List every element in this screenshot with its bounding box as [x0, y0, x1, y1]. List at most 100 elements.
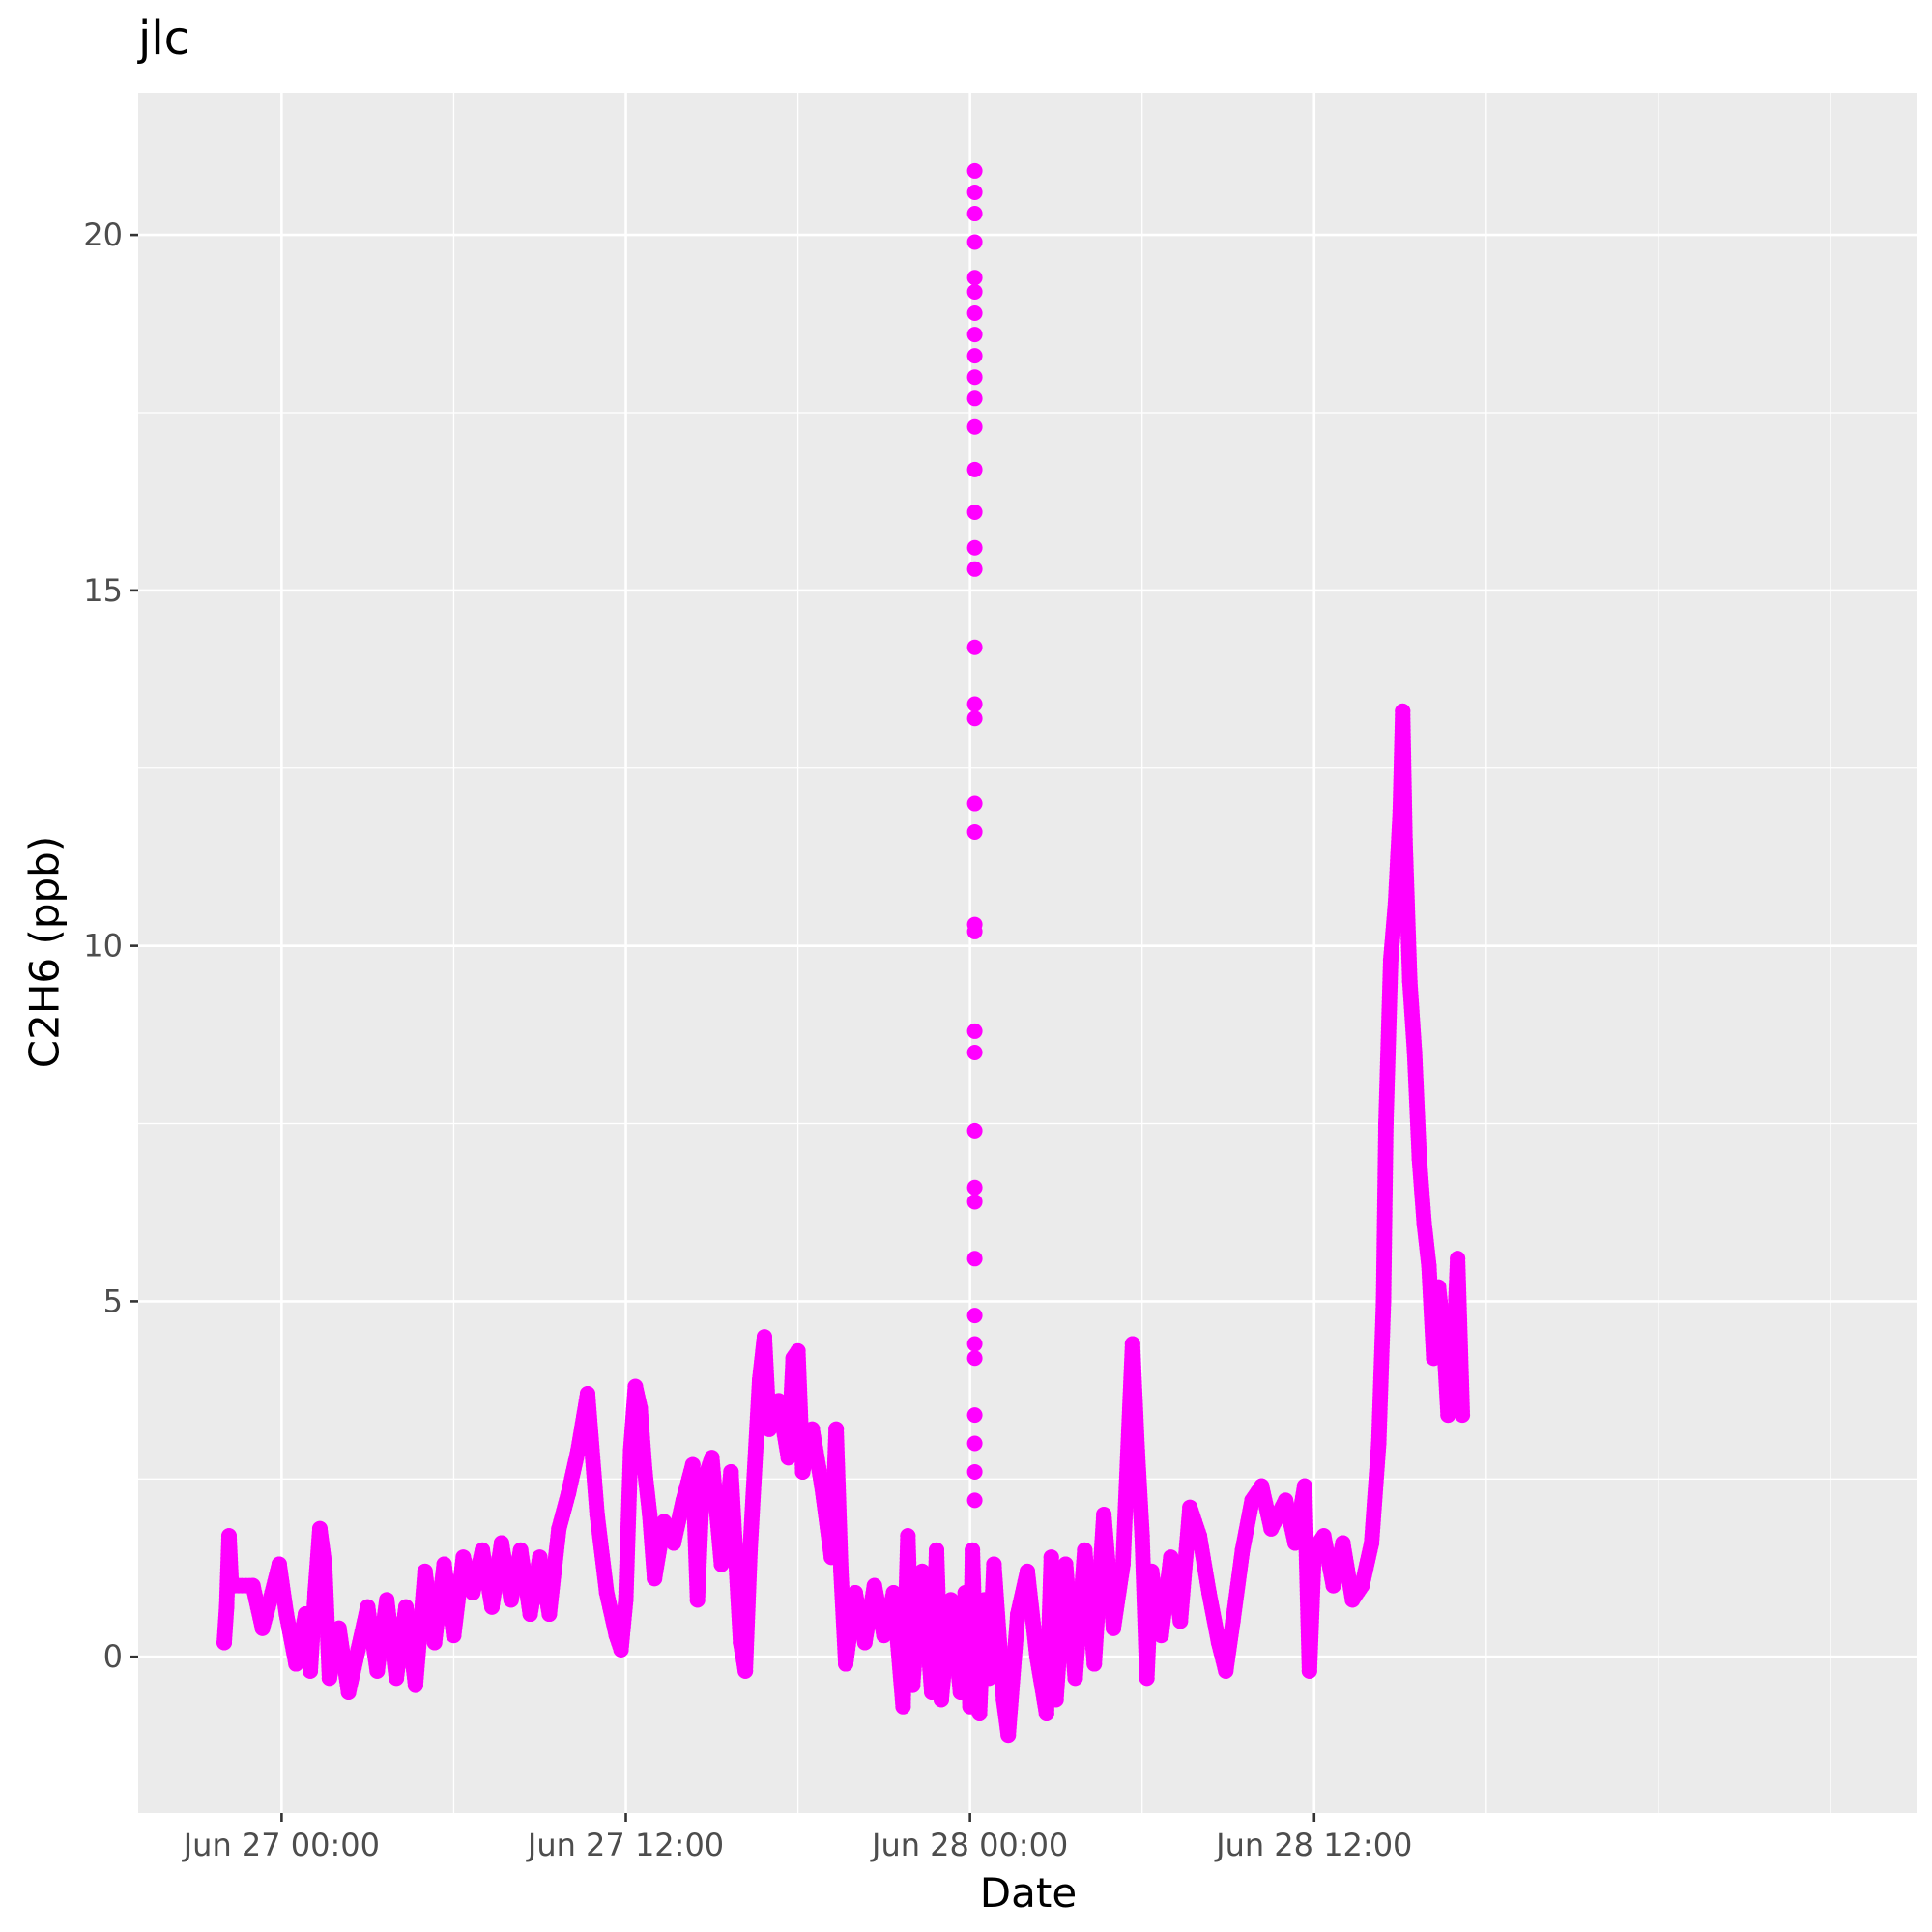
data-point	[1077, 1542, 1093, 1558]
data-point	[1306, 1542, 1322, 1558]
data-point	[966, 639, 983, 655]
data-point	[957, 1584, 973, 1600]
data-point	[966, 1194, 983, 1210]
data-point	[966, 162, 983, 179]
x-tick-label: Jun 27 12:00	[526, 1827, 724, 1863]
data-point	[1286, 1535, 1303, 1551]
data-point	[966, 1122, 983, 1139]
data-point	[632, 1399, 649, 1416]
data-point	[1038, 1706, 1054, 1722]
data-point	[303, 1662, 319, 1679]
data-point	[622, 1442, 639, 1458]
data-point	[1210, 1634, 1226, 1651]
data-point	[1244, 1492, 1260, 1509]
data-point	[1411, 1151, 1427, 1168]
data-point	[914, 1563, 931, 1579]
data-point	[966, 418, 983, 435]
data-point	[966, 1251, 983, 1267]
data-point	[288, 1656, 304, 1672]
data-point	[790, 1342, 806, 1359]
data-point	[1225, 1613, 1241, 1629]
data-point	[307, 1584, 324, 1600]
data-point	[737, 1662, 754, 1679]
data-point	[1067, 1670, 1083, 1687]
data-point	[589, 1507, 605, 1523]
data-point	[1153, 1628, 1169, 1644]
data-point	[966, 1350, 983, 1367]
grid-minor	[138, 93, 1917, 1813]
data-point	[965, 1542, 981, 1558]
data-point	[220, 1528, 237, 1544]
y-tick-label: 5	[103, 1283, 123, 1319]
data-point	[647, 1571, 663, 1587]
data-point	[966, 348, 983, 364]
data-point	[684, 1456, 701, 1473]
data-point	[1354, 1577, 1370, 1594]
data-point	[1028, 1649, 1045, 1665]
data-point	[522, 1606, 538, 1623]
data-point	[512, 1542, 529, 1558]
data-point	[1421, 1257, 1437, 1274]
data-point	[966, 1308, 983, 1324]
data-point	[1192, 1528, 1208, 1544]
data-point	[1406, 1044, 1423, 1060]
data-point	[966, 206, 983, 222]
data-point	[876, 1628, 892, 1644]
data-point	[1043, 1549, 1059, 1566]
data-point	[1020, 1563, 1035, 1579]
data-point	[579, 1386, 595, 1402]
data-point	[966, 1336, 983, 1352]
data-point	[637, 1463, 653, 1480]
data-point	[1370, 1435, 1387, 1452]
data-point	[1445, 1364, 1461, 1380]
data-point	[966, 1023, 983, 1039]
data-point	[642, 1507, 658, 1523]
data-point	[1263, 1520, 1280, 1537]
data-point	[986, 1556, 1002, 1572]
data-point	[976, 1592, 993, 1608]
data-point	[966, 1179, 983, 1196]
chart-title: jlc	[138, 12, 190, 66]
data-point	[570, 1442, 587, 1458]
y-tick-label: 20	[83, 216, 123, 253]
data-point	[331, 1620, 347, 1636]
data-point	[780, 1450, 796, 1466]
data-point	[1129, 1442, 1145, 1458]
data-point	[966, 461, 983, 477]
data-point	[245, 1577, 261, 1594]
data-point	[426, 1634, 443, 1651]
x-axis-title: Date	[979, 1869, 1078, 1917]
data-point	[608, 1628, 624, 1644]
data-point	[1426, 1350, 1442, 1367]
data-point	[350, 1641, 366, 1658]
data-point	[847, 1584, 863, 1600]
data-point	[823, 1549, 840, 1566]
data-point	[321, 1670, 337, 1687]
data-point	[966, 539, 983, 556]
data-point	[966, 184, 983, 200]
data-point	[379, 1592, 395, 1608]
data-point	[761, 1421, 777, 1437]
data-point	[1163, 1549, 1179, 1566]
data-point	[1395, 703, 1411, 719]
data-point	[929, 1542, 945, 1558]
data-point	[1416, 1215, 1432, 1231]
data-point	[756, 1329, 772, 1345]
data-point	[613, 1641, 629, 1658]
data-point	[828, 1421, 845, 1437]
x-tick-label: Jun 28 12:00	[1214, 1827, 1412, 1863]
data-point	[1301, 1662, 1317, 1679]
data-point	[770, 1393, 787, 1409]
data-point	[966, 561, 983, 577]
data-point	[966, 1492, 983, 1509]
data-point	[1364, 1535, 1380, 1551]
data-point	[1086, 1656, 1103, 1672]
data-point	[1278, 1492, 1294, 1509]
data-point	[493, 1535, 509, 1551]
plot-panel	[138, 93, 1917, 1813]
data-point	[694, 1478, 710, 1494]
data-point	[966, 369, 983, 386]
data-point	[866, 1577, 882, 1594]
grid-major	[138, 93, 1917, 1813]
